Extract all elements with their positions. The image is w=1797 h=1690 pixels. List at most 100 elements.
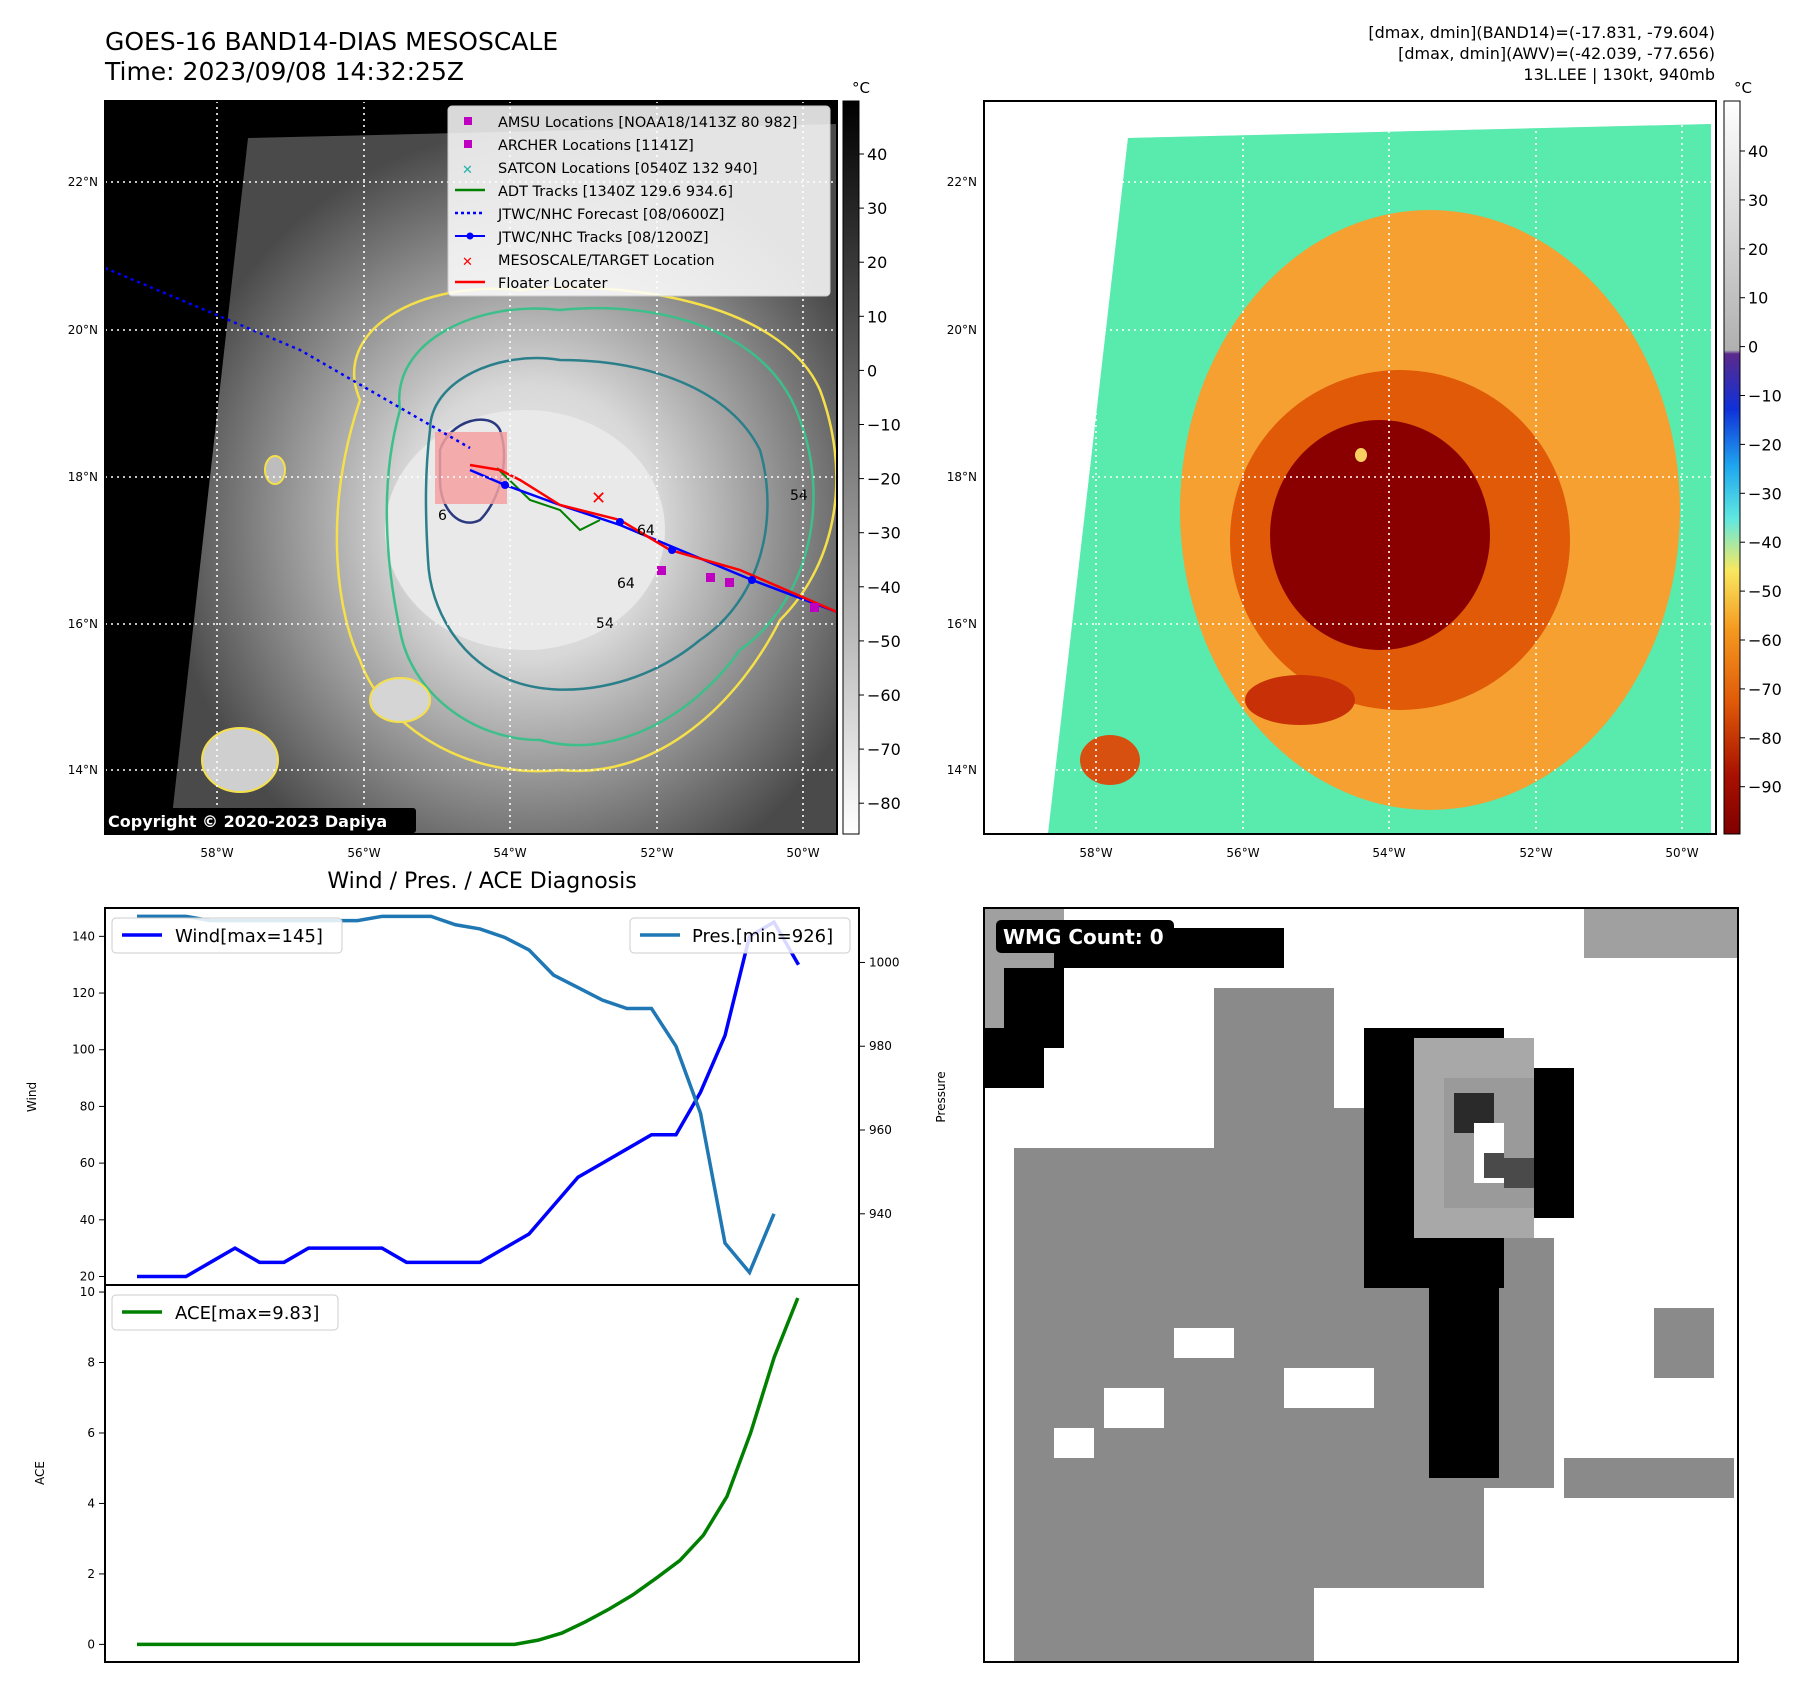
- wmg-block: [1654, 1308, 1714, 1378]
- wmg-panel: WMG Count: 0: [983, 907, 1739, 1663]
- gray-colorbar-tick: 20: [867, 253, 887, 272]
- svg-text:54°W: 54°W: [1372, 846, 1405, 860]
- pressure-axis-tick: 960: [869, 1123, 892, 1137]
- color-eye: [1355, 448, 1367, 462]
- legend-archer: ARCHER Locations [1141Z]: [498, 138, 694, 154]
- contour-label: 54: [790, 488, 808, 504]
- legend-forecast: JTWC/NHC Forecast [08/0600Z]: [497, 207, 724, 223]
- ace-axis-tick: 6: [87, 1426, 95, 1440]
- wmg-block: [1174, 1328, 1234, 1358]
- svg-text:22°N: 22°N: [947, 175, 977, 189]
- pressure-legend: Pres.[min=926]: [629, 917, 851, 954]
- target-marker: ✕: [591, 488, 606, 509]
- wmg-eye-core: [1484, 1153, 1504, 1178]
- figure-time: Time: 2023/09/08 14:32:25Z: [104, 57, 464, 86]
- jtwc-track-point: [668, 546, 676, 554]
- ir-map-panel: ✕ 64 54 64 54 6 Copyright © 2020-2023 Da…: [68, 100, 838, 860]
- pressure-legend-label: Pres.[min=926]: [692, 926, 833, 947]
- svg-text:56°W: 56°W: [1226, 846, 1259, 860]
- floater-locater-line: [469, 463, 838, 614]
- pressure-axis-tick: 1000: [869, 955, 900, 969]
- legend-floater: Floater Locater: [498, 276, 607, 292]
- wmg-block: [1564, 1458, 1734, 1498]
- gray-colorbar-tick: −50: [867, 632, 901, 651]
- contour-label: 64: [637, 523, 655, 539]
- wmg-count-label: WMG Count: 0: [1003, 925, 1164, 949]
- gray-colorbar-tick: −60: [867, 686, 901, 705]
- wmg-block: [1104, 1388, 1164, 1428]
- ace-legend: ACE[max=9.83]: [111, 1294, 339, 1331]
- gray-colorbar-tick: −20: [867, 470, 901, 489]
- wind-axis-tick: 20: [80, 1269, 95, 1283]
- mesoscale-target-box: [435, 432, 507, 504]
- gray-colorbar-tick: −30: [867, 524, 901, 543]
- wmg-block: [1004, 968, 1064, 1048]
- wind-pressure-panel: 20 40 60 80 100 120 140 940 960 980 1000 Wind Pre…: [25, 907, 948, 1286]
- color-colorbar-tick: −40: [1748, 533, 1782, 552]
- contour-label: 6: [438, 508, 447, 524]
- svg-text:54°W: 54°W: [493, 846, 526, 860]
- diagnosis-title: Wind / Pres. / ACE Diagnosis: [327, 869, 636, 894]
- color-colorbar: °C 40 30 20 10 0 −10 −20 −30 −40 −50 −60 −70 −80 −90: [1723, 79, 1782, 835]
- color-colorbar-tick: 0: [1748, 338, 1758, 357]
- copyright-badge: [104, 808, 416, 833]
- color-colorbar-tick: 20: [1748, 240, 1768, 259]
- color-colorbar-tick: −70: [1748, 680, 1782, 699]
- color-colorbar-unit: °C: [1734, 79, 1752, 97]
- legend-adt: ADT Tracks [1340Z 129.6 934.6]: [498, 184, 733, 200]
- ace-axis-tick: 2: [87, 1567, 95, 1581]
- svg-text:52°W: 52°W: [1519, 846, 1552, 860]
- color-colorbar-tick: −50: [1748, 582, 1782, 601]
- svg-text:50°W: 50°W: [786, 846, 819, 860]
- wind-axis-tick: 140: [72, 929, 95, 943]
- gray-colorbar-tick: −40: [867, 578, 901, 597]
- archer-marker: [810, 603, 819, 612]
- pressure-axis-tick: 940: [869, 1207, 892, 1221]
- color-colorbar-tick: −30: [1748, 484, 1782, 503]
- contour-green: [385, 306, 815, 747]
- ir-lon-labels: 58°W 56°W 54°W 52°W 50°W: [200, 846, 819, 860]
- cloud-fragment: [264, 455, 286, 485]
- svg-text:52°W: 52°W: [640, 846, 673, 860]
- ace-axis-tick: 0: [87, 1637, 95, 1651]
- pressure-axis-tick: 980: [869, 1039, 892, 1053]
- legend-satcon-marker: ✕: [462, 163, 473, 178]
- color-fragment: [1245, 675, 1355, 725]
- stats-awv: [dmax, dmin](AWV)=(-42.039, -77.656): [1398, 44, 1715, 63]
- wind-axis-tick: 40: [80, 1213, 95, 1227]
- wind-ylabel: Wind: [25, 1082, 39, 1112]
- legend-target: MESOSCALE/TARGET Location: [498, 253, 715, 269]
- color-map-panel: 22°N 20°N 18°N 16°N 14°N 58°W 56°W 54°W …: [947, 100, 1717, 860]
- wmg-block: [1064, 1548, 1264, 1662]
- gray-colorbar-tick: 30: [867, 199, 887, 218]
- stats-band14: [dmax, dmin](BAND14)=(-17.831, -79.604): [1368, 23, 1715, 42]
- svg-text:18°N: 18°N: [947, 470, 977, 484]
- cloud-fragment: [369, 677, 431, 723]
- wind-legend: Wind[max=145]: [111, 917, 343, 954]
- contour-label: 64: [617, 576, 635, 592]
- svg-text:58°W: 58°W: [1079, 846, 1112, 860]
- ace-legend-label: ACE[max=9.83]: [175, 1303, 319, 1324]
- svg-text:58°W: 58°W: [200, 846, 233, 860]
- ace-axis-tick: 10: [80, 1285, 95, 1299]
- ace-series-line: [137, 1297, 800, 1647]
- amsu-marker: [657, 566, 666, 575]
- archer-marker: [706, 573, 715, 582]
- wmg-block: [1054, 1428, 1094, 1458]
- ace-ylabel: ACE: [33, 1461, 47, 1485]
- ir-map-frame: [104, 100, 838, 835]
- color-colorbar-tick: −10: [1748, 387, 1782, 406]
- ir-lat-labels: 22°N 20°N 18°N 16°N 14°N: [68, 175, 98, 777]
- color-cloud-core: [1270, 420, 1490, 650]
- svg-text:14°N: 14°N: [947, 763, 977, 777]
- map-legend: AMSU Locations [NOAA18/1413Z 80 982] ARC…: [447, 105, 831, 297]
- legend-target-marker: ✕: [462, 255, 473, 270]
- svg-text:56°W: 56°W: [347, 846, 380, 860]
- color-colorbar-tick: −60: [1748, 631, 1782, 650]
- jtwc-forecast-line: [104, 266, 471, 450]
- pressure-ylabel: Pressure: [934, 1071, 948, 1122]
- color-colorbar-tick: 10: [1748, 289, 1768, 308]
- wind-axis-tick: 80: [80, 1099, 95, 1113]
- cloud-fragment: [201, 727, 279, 793]
